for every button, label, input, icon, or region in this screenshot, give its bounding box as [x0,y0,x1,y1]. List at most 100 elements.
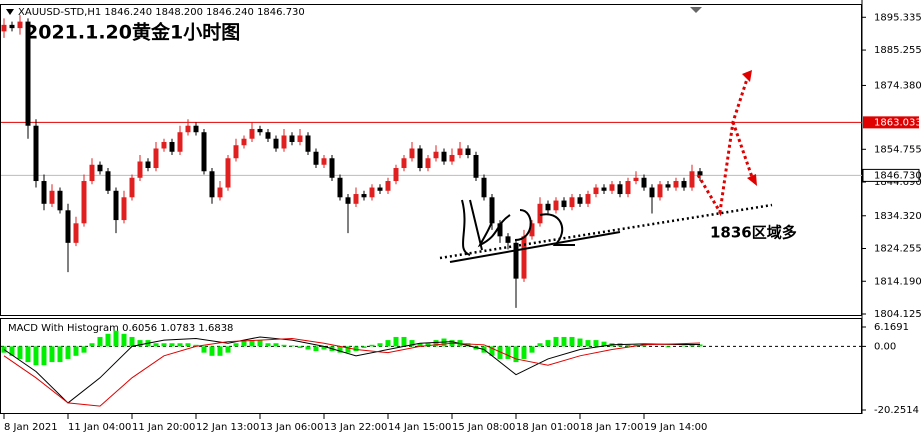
candle-body [201,132,207,172]
histogram-bar [529,346,535,353]
candle-body [185,125,191,133]
candle-body [329,158,335,178]
histogram-bar [257,340,263,347]
y-tick-label: 6.1691 [874,322,909,333]
candle-body [385,181,391,191]
marks: 1895.335 1885.255 1874.380 1854.755 1844.690… [1,12,922,433]
histogram-bar [521,346,527,359]
histogram-bar [217,346,223,356]
candle-body [49,190,55,204]
candle-body [601,187,607,191]
histogram-bar [113,330,119,347]
candle-body [209,171,215,198]
candle-body [689,171,695,188]
y-tick-label: 1814.190 [874,276,922,287]
candle-body [97,164,103,172]
candle-body [593,187,599,195]
histogram-bar [337,346,343,353]
candle-body [17,21,23,29]
candle-body [401,158,407,169]
histogram-bar [537,343,543,347]
candle-body [625,181,631,195]
candle-body [545,203,551,211]
y-tick-label: 1804.125 [874,309,922,320]
candle-body [89,164,95,182]
candle-body [177,132,183,152]
candle-body [513,242,519,279]
histogram-bar [81,346,87,353]
candle-body [449,154,455,162]
candle-body [569,197,575,208]
histogram-bar [281,344,287,347]
candle-body [585,194,591,204]
histogram-bar [369,344,375,347]
histogram-bar [345,346,351,353]
histogram-bar [185,343,191,347]
histogram-bar [225,346,231,353]
histogram-bar [385,340,391,347]
y-tick-label: 1844.690 [874,177,922,188]
histogram-bar [65,346,71,359]
histogram-bar [665,346,671,348]
histogram-bar [121,333,127,347]
histogram-bar [513,346,519,363]
candle-body [697,171,703,176]
histogram-bar [105,333,111,347]
candle-body [617,184,623,195]
histogram-bar [49,346,55,363]
histogram-bar [593,340,599,347]
candle-body [665,184,671,188]
candle-body [377,187,383,191]
macd-title: MACD With Histogram 0.6056 1.0783 1.6838 [8,323,233,334]
candle-body [321,158,327,165]
histogram-bar [33,346,39,366]
candle-body [73,223,79,243]
histogram-bar [73,346,79,356]
histogram-bar [89,343,95,347]
candle-body [25,21,31,126]
histogram-bar [417,343,423,347]
candle-body [233,145,239,159]
y-tick-label: 1824.255 [874,244,922,255]
x-tick-label: 18 Jan 01:00 [516,422,579,433]
histogram-bar [305,346,311,350]
histogram-bar [641,344,647,347]
candle-body [129,177,135,198]
candle-body [369,187,375,198]
candle-body [641,177,647,188]
histogram-bar [161,343,167,347]
histogram-bar [25,346,31,363]
candle-body [297,135,303,142]
candle-body [161,141,167,149]
x-tick-label: 11 Jan 04:00 [68,422,131,433]
candle-body [145,161,151,169]
histogram-bar [697,344,703,347]
histogram-bar [681,345,687,347]
candle-body [649,187,655,198]
histogram-bar [545,340,551,347]
histogram-bar [689,344,695,347]
macd-line [3,336,701,404]
candle-body [361,194,367,198]
histogram-bar [201,346,207,353]
histogram-bar [409,340,415,347]
arrow-head [747,174,757,186]
drawings [439,70,773,263]
candle-body [417,148,423,169]
x-tick-label: 13 Jan 22:00 [324,422,387,433]
histogram-bar [233,343,239,347]
symbol-icon [6,9,14,15]
x-tick-label: 18 Jan 17:00 [580,422,643,433]
candle-body [193,125,199,133]
histogram-bar [601,341,607,347]
candle-body [265,132,271,139]
macd-line [3,338,701,407]
histogram-bar [265,343,271,347]
y-tick-label: 0.00 [874,341,896,352]
candle-body [481,177,487,198]
histogram-bar [129,336,135,347]
x-tick-label: 11 Jan 20:00 [132,422,195,433]
candle-body [577,197,583,204]
histogram-bar [465,343,471,347]
histogram-bar [209,346,215,356]
